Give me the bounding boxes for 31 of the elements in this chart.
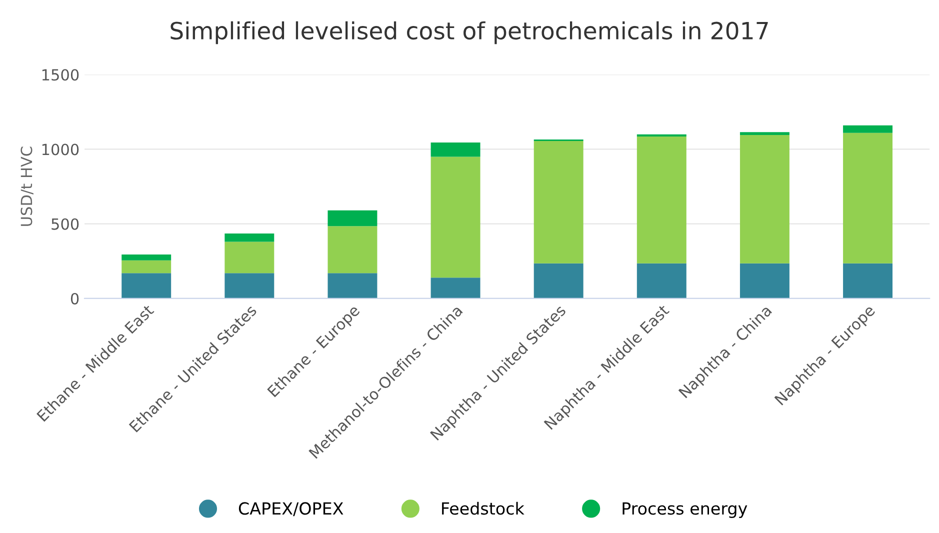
bar (328, 226, 378, 274)
bar (534, 141, 584, 264)
legend-label: Process energy (622, 502, 748, 518)
bar (122, 273, 172, 298)
bar (328, 210, 378, 226)
bar (328, 273, 378, 298)
bar (430, 156, 480, 278)
legend-label: Feedstock (442, 502, 524, 515)
bar (224, 242, 274, 274)
bar (843, 132, 893, 264)
y-axis-title: USD/t HVC (20, 146, 34, 226)
bar (843, 263, 893, 298)
bar (122, 254, 172, 260)
y-tick-label: 0 (70, 292, 79, 304)
bar (740, 135, 790, 264)
bar (740, 132, 790, 136)
bar (636, 263, 686, 298)
y-tick-label: 1000 (42, 144, 79, 156)
y-tick-label: 1500 (42, 69, 79, 81)
bar (430, 142, 480, 157)
bar (122, 260, 172, 274)
y-tick-label: 500 (52, 218, 79, 230)
bar (740, 263, 790, 298)
legend-label: CAPEX/OPEX (238, 502, 344, 516)
chart-title: Simplified levelised cost of petrochemicals in 2017 (170, 21, 768, 44)
bar (430, 278, 480, 298)
bar (636, 136, 686, 264)
bar (224, 234, 274, 242)
bar (224, 273, 274, 298)
bar (534, 263, 584, 298)
bar (843, 125, 893, 133)
